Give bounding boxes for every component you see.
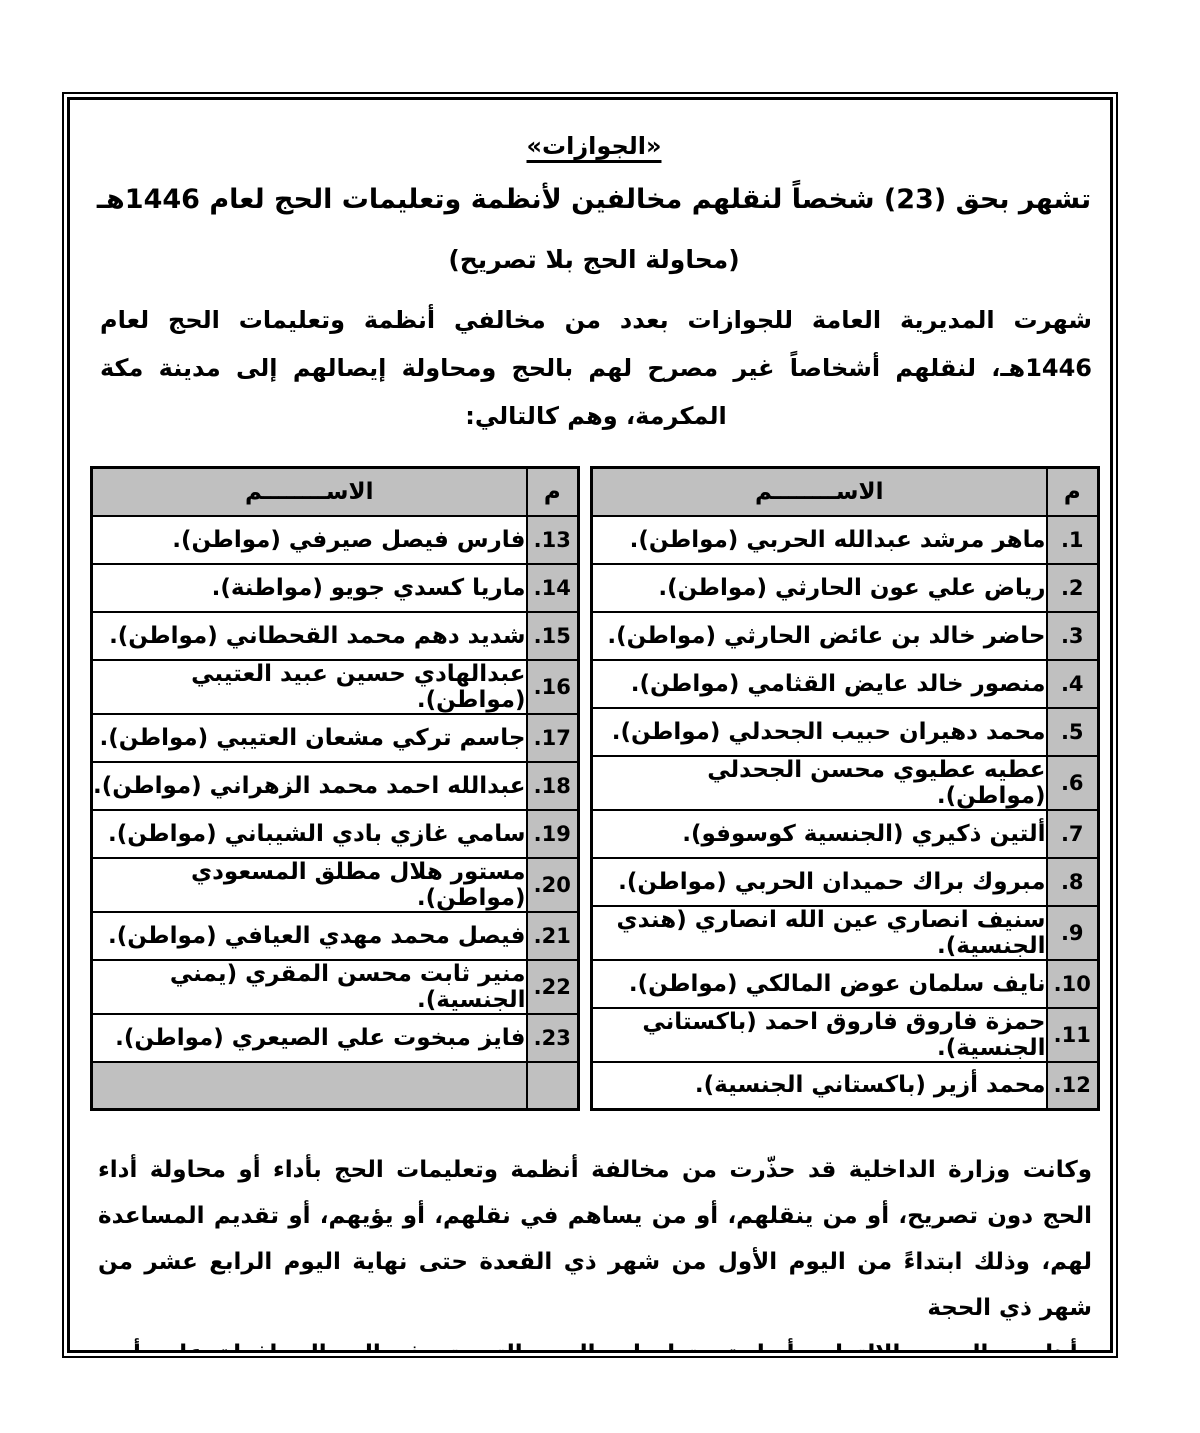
table-row: 1. ماهر مرشد عبدالله الحربي (مواطن). <box>590 514 1100 565</box>
subheadline: (محاولة الحج بلا تصريح) <box>448 245 740 274</box>
table-header-row: م الاســــــــم <box>90 466 580 517</box>
row-number: 15. <box>525 610 580 661</box>
row-number: 4. <box>1045 658 1100 709</box>
person-name: ماريا كسدي جويو (مواطنة). <box>90 562 528 613</box>
row-number: 2. <box>1045 562 1100 613</box>
person-name: عطيه عطيوي محسن الجحدلي (مواطن). <box>590 754 1048 811</box>
table-row: 17. جاسم تركي مشعان العتيبي (مواطن). <box>90 712 580 763</box>
row-number: 16. <box>525 658 580 715</box>
warning-paragraph: وكانت وزارة الداخلية قد حذّرت من مخالفة … <box>98 1157 1092 1321</box>
table-row: 18. عبدالله احمد محمد الزهراني (مواطن). <box>90 760 580 811</box>
row-number: 14. <box>525 562 580 613</box>
row-number: 5. <box>1045 706 1100 757</box>
person-name: مبروك براك حميدان الحربي (مواطن). <box>590 856 1048 907</box>
row-number: 10. <box>1045 958 1100 1009</box>
column-header-num: م <box>1045 466 1100 517</box>
person-name: سنيف انصاري عين الله انصاري (هندي الجنسي… <box>590 904 1048 961</box>
table-row: 20. مستور هلال مطلق المسعودي (مواطن). <box>90 856 580 913</box>
row-number: 23. <box>525 1012 580 1063</box>
names-table-right: م الاســــــــم 1. ماهر مرشد عبدالله الحر… <box>590 466 1100 1111</box>
column-header-name: الاســــــــم <box>590 466 1048 517</box>
person-name: شديد دهم محمد القحطاني (مواطن). <box>90 610 528 661</box>
names-table-left: م الاســــــــم 13. فارس فيصل صيرفي (مواط… <box>90 466 580 1111</box>
person-name: عبدالهادي حسين عبيد العتيبي (مواطن). <box>90 658 528 715</box>
person-name: حاضر خالد بن عائض الحارثي (مواطن). <box>590 610 1048 661</box>
column-header-name: الاســــــــم <box>90 466 528 517</box>
row-number: 9. <box>1045 904 1100 961</box>
person-name: جاسم تركي مشعان العتيبي (مواطن). <box>90 712 528 763</box>
person-name: محمد أزير (باكستاني الجنسية). <box>590 1060 1048 1111</box>
row-number: 7. <box>1045 808 1100 859</box>
row-number: 11. <box>1045 1006 1100 1063</box>
person-name: فايز مبخوت علي الصيعري (مواطن). <box>90 1012 528 1063</box>
intro-paragraph: شهرت المديرية العامة للجوازات بعدد من مخ… <box>100 306 1092 430</box>
person-name: ألتين ذكيري (الجنسية كوسوفو). <box>590 808 1048 859</box>
row-number: 21. <box>525 910 580 961</box>
person-name: محمد دهيران حبيب الجحدلي (مواطن). <box>590 706 1048 757</box>
table-row: 7. ألتين ذكيري (الجنسية كوسوفو). <box>590 808 1100 859</box>
document-page: «الجوازات» تشهر بحق (23) شخصاً لنقلهم مخ… <box>67 97 1113 1353</box>
person-name: رياض علي عون الحارثي (مواطن). <box>590 562 1048 613</box>
names-table-right-body: 1. ماهر مرشد عبدالله الحربي (مواطن). 2. ريا… <box>590 514 1100 1111</box>
row-number: 8. <box>1045 856 1100 907</box>
table-row <box>90 1060 580 1111</box>
person-name <box>90 1060 528 1111</box>
person-name: منير ثابت محسن المقري (يمني الجنسية). <box>90 958 528 1015</box>
person-name: فارس فيصل صيرفي (مواطن). <box>90 514 528 565</box>
names-table-left-body: 13. فارس فيصل صيرفي (مواطن). 14. ماريا كسدي… <box>90 514 580 1111</box>
table-row: 14. ماريا كسدي جويو (مواطنة). <box>90 562 580 613</box>
table-row: 23. فايز مبخوت علي الصيعري (مواطن). <box>90 1012 580 1063</box>
column-header-num: م <box>525 466 580 517</box>
row-number: 22. <box>525 958 580 1015</box>
table-row: 9. سنيف انصاري عين الله انصاري (هندي الجن… <box>590 904 1100 961</box>
row-number: 13. <box>525 514 580 565</box>
table-row: 10. نايف سلمان عوض المالكي (مواطن). <box>590 958 1100 1009</box>
row-number: 19. <box>525 808 580 859</box>
person-name: عبدالله احمد محمد الزهراني (مواطن). <box>90 760 528 811</box>
table-row: 8. مبروك براك حميدان الحربي (مواطن). <box>590 856 1100 907</box>
table-row: 15. شديد دهم محمد القحطاني (مواطن). <box>90 610 580 661</box>
table-row: 5. محمد دهيران حبيب الجحدلي (مواطن). <box>590 706 1100 757</box>
names-tables: م الاســــــــم 1. ماهر مرشد عبدالله الحر… <box>90 466 1100 1111</box>
person-name: فيصل محمد مهدي العيافي (مواطن). <box>90 910 528 961</box>
row-number: 6. <box>1045 754 1100 811</box>
page-title: «الجوازات» <box>526 132 662 160</box>
person-name: نايف سلمان عوض المالكي (مواطن). <box>590 958 1048 1009</box>
person-name: حمزة فاروق فاروق احمد (باكستاني الجنسية)… <box>590 1006 1048 1063</box>
row-number: 17. <box>525 712 580 763</box>
row-number: 3. <box>1045 610 1100 661</box>
table-row: 11. حمزة فاروق فاروق احمد (باكستاني الجنس… <box>590 1006 1100 1063</box>
person-name: مستور هلال مطلق المسعودي (مواطن). <box>90 856 528 913</box>
row-number: 18. <box>525 760 580 811</box>
headline: تشهر بحق (23) شخصاً لنقلهم مخالفين لأنظم… <box>96 184 1092 215</box>
person-name: سامي غازي بادي الشيباني (مواطن). <box>90 808 528 859</box>
row-number: 12. <box>1045 1060 1100 1111</box>
person-name: ماهر مرشد عبدالله الحربي (مواطن). <box>590 514 1048 565</box>
table-row: 4. منصور خالد عايض القثامي (مواطن). <box>590 658 1100 709</box>
bottom-text-block: وكانت وزارة الداخلية قد حذّرت من مخالفة … <box>98 1147 1092 1350</box>
document-frame: «الجوازات» تشهر بحق (23) شخصاً لنقلهم مخ… <box>62 92 1118 1358</box>
person-name: منصور خالد عايض القثامي (مواطن). <box>590 658 1048 709</box>
table-row: 3. حاضر خالد بن عائض الحارثي (مواطن). <box>590 610 1100 661</box>
table-row: 2. رياض علي عون الحارثي (مواطن). <box>590 562 1100 613</box>
table-row: 19. سامي غازي بادي الشيباني (مواطن). <box>90 808 580 859</box>
table-row: 6. عطيه عطيوي محسن الجحدلي (مواطن). <box>590 754 1100 811</box>
row-number: 20. <box>525 856 580 913</box>
appeal-paragraph: وأهابت بالجميع الالتزام بأنظمة وتعليمات … <box>98 1331 1092 1350</box>
table-row: 21. فيصل محمد مهدي العيافي (مواطن). <box>90 910 580 961</box>
table-header-row: م الاســــــــم <box>590 466 1100 517</box>
row-number: 1. <box>1045 514 1100 565</box>
table-row: 16. عبدالهادي حسين عبيد العتيبي (مواطن). <box>90 658 580 715</box>
table-row: 13. فارس فيصل صيرفي (مواطن). <box>90 514 580 565</box>
table-row: 22. منير ثابت محسن المقري (يمني الجنسية). <box>90 958 580 1015</box>
table-row: 12. محمد أزير (باكستاني الجنسية). <box>590 1060 1100 1111</box>
row-number <box>525 1060 580 1111</box>
